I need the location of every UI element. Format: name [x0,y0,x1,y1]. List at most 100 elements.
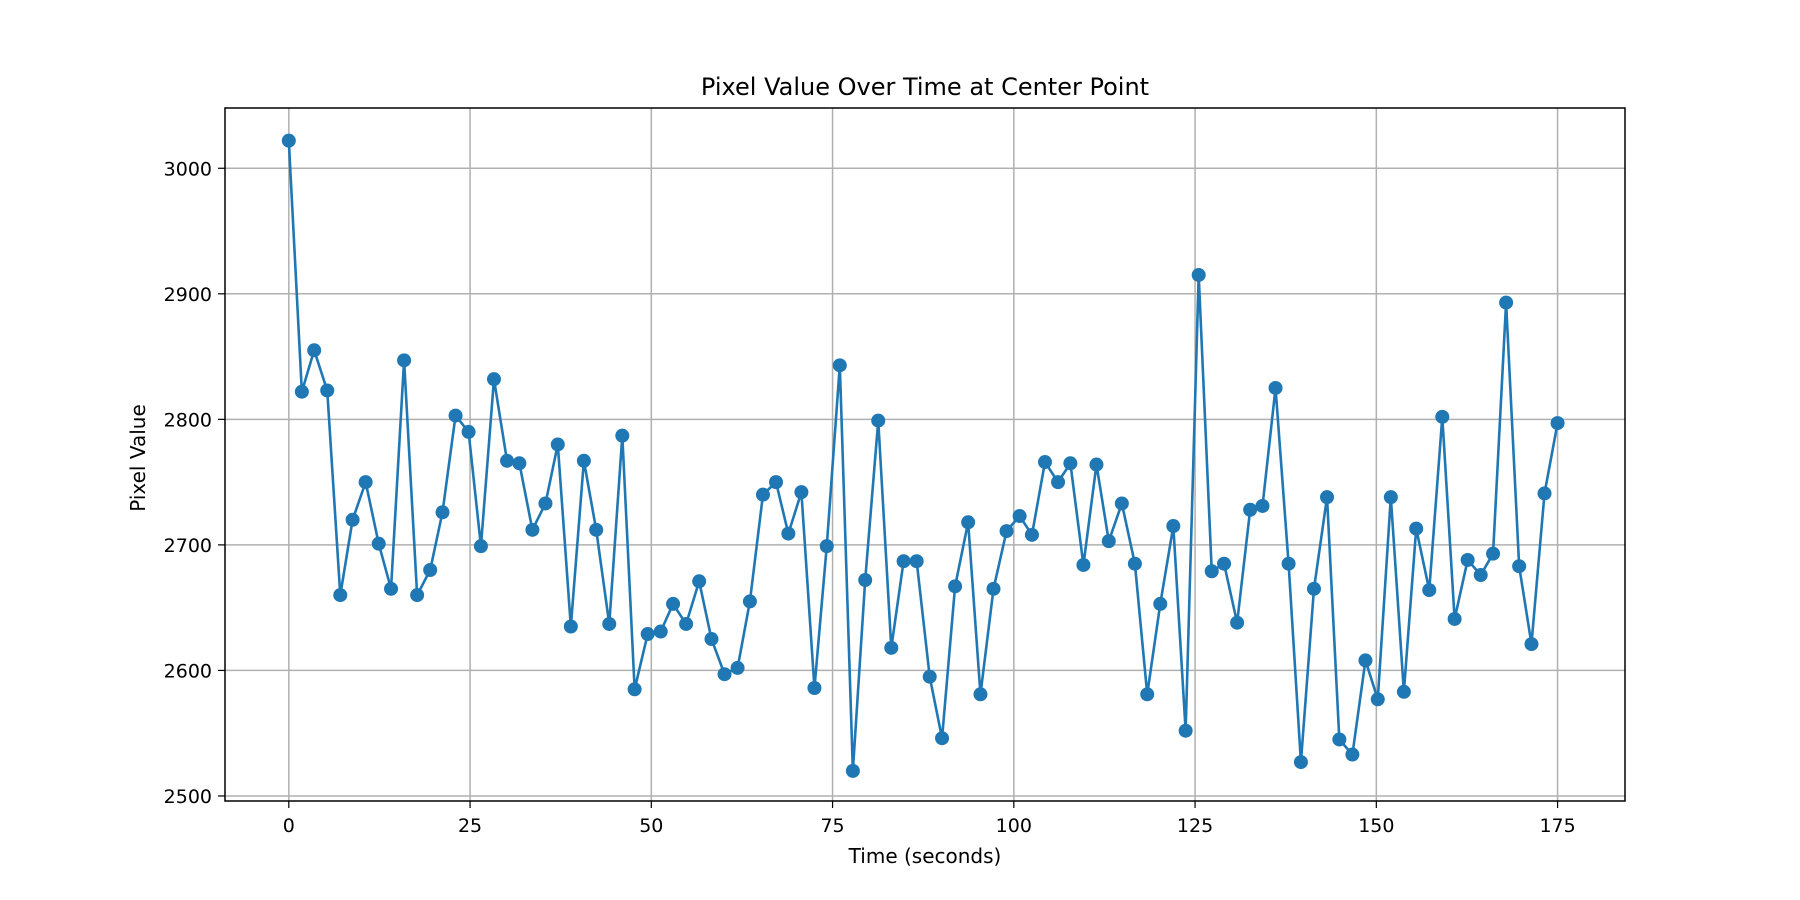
data-point [1345,747,1360,762]
data-point [615,428,630,443]
x-tick-label: 175 [1539,815,1575,837]
data-point [1370,692,1385,707]
data-point [1524,637,1539,652]
data-point [742,594,757,609]
data-point [973,687,988,702]
data-point [1473,568,1488,583]
data-point [1101,534,1116,549]
data-point [781,526,796,541]
data-point [1422,583,1437,598]
data-point [1178,723,1193,738]
data-point [345,512,360,527]
data-point [500,453,515,468]
data-point [1512,559,1527,574]
plot-frame [224,107,1626,802]
data-point [1063,456,1078,471]
data-point [1332,732,1347,747]
data-point [423,563,438,577]
data-point [1140,687,1155,702]
data-point [1358,653,1373,668]
data-point [819,539,834,554]
data-point [858,573,873,588]
data-point [525,522,540,537]
x-tick-label: 75 [820,815,844,837]
data-point [1217,556,1232,571]
data-point [884,640,899,655]
data-point [961,515,976,530]
data-point [1396,684,1411,699]
data-point [1306,581,1321,596]
y-axis-label: Pixel Value [126,404,150,512]
data-point [1114,496,1129,511]
data-point [448,408,463,423]
y-tick-label: 3000 [164,158,212,180]
series-line [287,140,1559,773]
data-point [717,667,732,682]
data-point [1051,475,1066,490]
data-point [1383,490,1398,505]
data-point [512,456,527,471]
data-point [1550,416,1565,431]
x-tick-label: 150 [1358,815,1394,837]
data-point [755,487,770,502]
data-point [730,660,745,675]
data-point [1435,409,1450,424]
data-point [807,681,822,696]
data-point [1243,502,1258,517]
data-point [909,554,924,569]
x-axis-label: Time (seconds) [848,844,1002,868]
data-point [602,616,617,631]
y-tick-label: 2900 [164,284,212,306]
data-point [1409,521,1424,536]
data-point [1230,615,1245,630]
data-point [486,372,501,387]
data-point [384,581,399,596]
data-point [1024,527,1039,542]
data-point [320,383,335,398]
data-point [1447,611,1462,626]
gridlines [225,108,1625,801]
data-point [281,133,296,148]
data-point [1012,509,1027,524]
data-point [935,731,950,746]
y-tick-label: 2800 [164,409,212,431]
data-point [1037,455,1052,470]
data-point [640,627,655,642]
data-point [845,763,860,778]
data-point [1076,557,1091,572]
data-point [410,588,425,603]
data-point [589,522,604,537]
data-point [666,596,681,611]
data-point [1089,457,1104,472]
data-point [1268,380,1283,395]
data-point [1293,755,1308,770]
data-point [294,384,309,399]
data-point [1460,552,1475,567]
y-tick-label: 2600 [164,660,212,682]
data-point [1127,556,1142,571]
data-point [371,536,386,551]
data-point [461,424,476,439]
data-point [1499,295,1514,310]
chart-title: Pixel Value Over Time at Center Point [701,73,1149,101]
data-point [769,475,784,490]
data-point [538,496,553,511]
data-point [473,539,488,554]
data-point [627,682,642,697]
data-point [307,343,322,358]
data-point [397,353,412,368]
data-point [1537,486,1552,501]
data-point [1204,564,1219,579]
axis-ticks: 0 25 50 75 100 125 150 175 2500 2600 2700 2800 2900 3… [164,158,1576,837]
data-point [653,624,668,639]
x-tick-label: 50 [639,815,663,837]
data-point [986,581,1001,596]
data-point [1255,498,1270,513]
data-point [692,574,707,589]
data-point [333,588,348,603]
data-point [550,437,565,452]
data-point [832,358,847,373]
data-point [948,579,963,594]
